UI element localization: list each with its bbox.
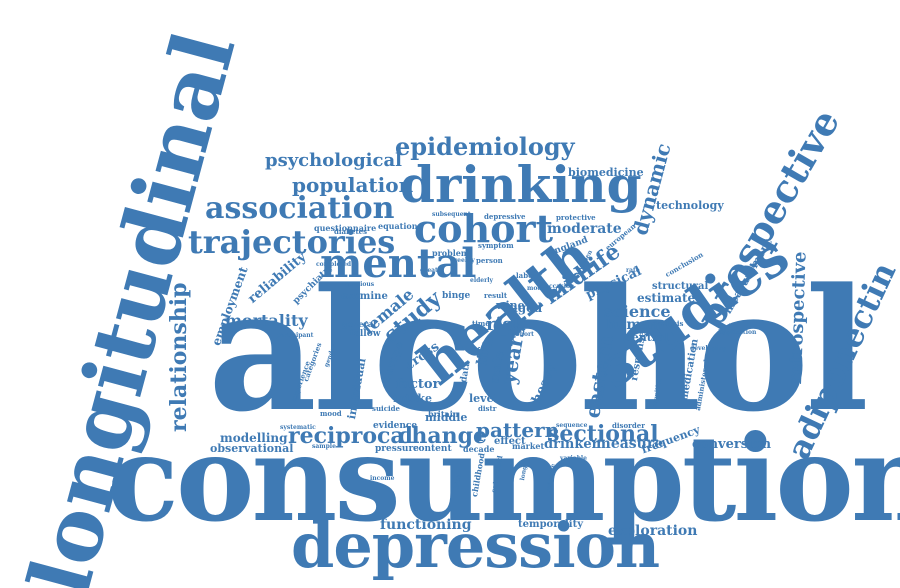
word-level: level [469,392,498,405]
word-participant: participant [276,332,314,339]
word-person: person [476,256,503,265]
word-protective: protective [556,213,596,222]
word-technology: technology [656,199,724,212]
word-evidence: evidence [373,421,418,431]
word-developing: developing [690,345,727,352]
word-implication: implication [718,329,757,336]
word-time: time [472,319,490,328]
word-trajectories: trajectories [188,223,396,261]
word-exploration: exploration [608,523,698,539]
word-middle: middle [425,411,468,424]
word-problem: problem [432,248,470,258]
word-science: science [604,302,671,321]
word-measure: measure [596,436,664,452]
word-structural: structural [652,281,709,292]
word-binge: binge [442,291,471,301]
word-change: change [398,423,488,449]
word-suicide: suicide [372,404,400,413]
word-population: population [292,173,414,197]
word-estimate: estimate [637,291,696,305]
word-content: content [413,444,452,454]
word-pattern: pattern [476,418,560,442]
word-drinking: drinking [400,155,642,214]
word-model: model [527,285,548,292]
word-association: association [205,191,395,226]
word-systematic: systematic [280,424,316,431]
word-consumption: consumption [107,409,900,548]
word-epidemiology: epidemiology [395,132,575,161]
word-mental: mental [320,240,477,287]
word-biomedicine: biomedicine [568,166,644,179]
word-decade: decade [463,444,495,454]
word-rate: rate [626,267,640,274]
word-mortality: mortality [225,311,308,330]
word-observational: observational [210,442,294,455]
word-temporality: temporality [518,519,583,530]
word-questionnaire: questionnaire [314,223,377,233]
word-aged: aged [510,301,543,315]
word-weekly: weekly [452,257,475,264]
word-general: general [342,319,377,329]
word-examine: examine [341,291,388,302]
word-modelling: modelling [220,431,288,445]
word-completed: completed [316,261,352,268]
word-mood: mood [320,409,342,418]
word-britain: britain [428,409,459,419]
word-sample: sample [312,443,336,450]
word-disorder: disorder [612,421,645,430]
word-labour: labour [516,271,542,280]
word-factor: factor [396,377,440,392]
word-human: human [606,317,661,333]
word-result: result [484,291,508,300]
word-symptom: symptom [478,241,514,250]
word-sequence: sequence [556,422,588,429]
word-occasion: occasion [545,283,575,290]
word-alcohol: alcohol [208,251,869,449]
word-follow: follow [350,329,381,339]
word-moderate: moderate [547,221,622,237]
word-conversion: conversion [692,437,772,452]
word-risk: risk [486,314,525,335]
word-market: market [512,441,545,451]
word-equation: equation [378,221,418,231]
word-effect: effect [494,436,526,447]
word-central: central [625,331,669,344]
word-intake: intake [393,392,433,405]
word-sectional: sectional [547,421,659,447]
word-cohort-small: cohort [512,331,534,338]
word-variable: variable [560,455,587,462]
word-reciprocal: reciprocal [288,423,413,449]
word-great: great [420,267,438,274]
word-pressure: pressure [375,444,419,454]
word-income: income [370,475,395,482]
word-diabetes: diabetes [334,227,368,236]
word-psychological: psychological [265,150,402,171]
word-retrospective: retrospective [785,251,811,385]
word-depression: depression [291,509,660,582]
word-spacious: spacious [345,281,375,288]
word-depressive: depressive [484,212,526,221]
word-cohort: cohort [414,206,554,251]
word-distr: distr [478,404,497,413]
word-wine: wine [496,299,525,312]
word-elderly: elderly [470,277,494,284]
word-subsequent: subsequent [432,211,471,218]
word-functioning: functioning [380,517,472,533]
word-relationship: relationship [166,282,192,432]
word-analysis: analysis [652,319,684,328]
word-drinker: drinker [544,437,599,452]
